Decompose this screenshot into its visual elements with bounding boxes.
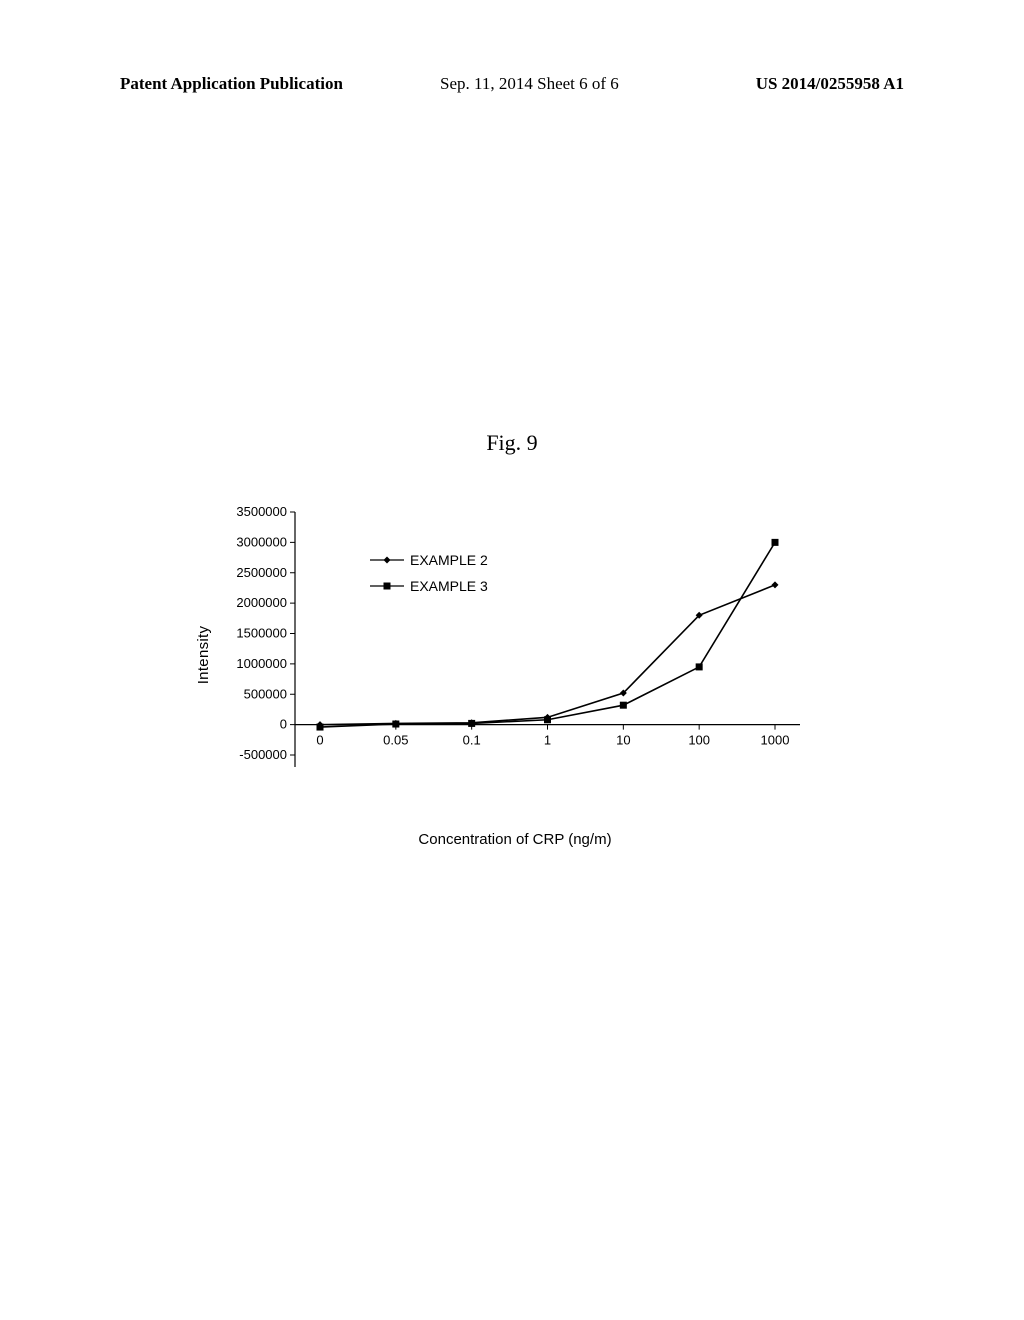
svg-text:2000000: 2000000 — [236, 595, 287, 610]
y-axis-label: Intensity — [195, 626, 212, 685]
chart-svg: -500000 0 500000 1000000 1500000 2000000 25000… — [210, 500, 820, 810]
svg-text:1500000: 1500000 — [236, 626, 287, 641]
svg-text:0.1: 0.1 — [463, 733, 481, 748]
svg-text:0.05: 0.05 — [383, 733, 408, 748]
header-right-text: US 2014/0255958 A1 — [756, 74, 904, 94]
svg-text:1: 1 — [544, 733, 551, 748]
svg-text:2500000: 2500000 — [236, 565, 287, 580]
svg-text:1000: 1000 — [761, 733, 790, 748]
svg-text:100: 100 — [688, 733, 710, 748]
svg-text:3000000: 3000000 — [236, 534, 287, 549]
svg-text:500000: 500000 — [244, 686, 287, 701]
svg-text:10: 10 — [616, 733, 630, 748]
page-root: Patent Application Publication Sep. 11, … — [0, 0, 1024, 1320]
x-axis-label: Concentration of CRP (ng/m) — [210, 831, 820, 848]
svg-text:EXAMPLE 3: EXAMPLE 3 — [410, 578, 488, 594]
page-header: Patent Application Publication Sep. 11, … — [0, 74, 1024, 114]
chart-region: Intensity -50000005000001000000150000020… — [210, 500, 820, 810]
header-center-text: Sep. 11, 2014 Sheet 6 of 6 — [440, 74, 619, 94]
header-left-text: Patent Application Publication — [120, 74, 343, 94]
figure-label: Fig. 9 — [0, 430, 1024, 456]
svg-text:3500000: 3500000 — [236, 504, 287, 519]
svg-text:1000000: 1000000 — [236, 656, 287, 671]
svg-text:EXAMPLE 2: EXAMPLE 2 — [410, 552, 488, 568]
svg-text:-500000: -500000 — [239, 747, 287, 762]
svg-text:0: 0 — [280, 717, 287, 732]
svg-text:0: 0 — [316, 733, 323, 748]
